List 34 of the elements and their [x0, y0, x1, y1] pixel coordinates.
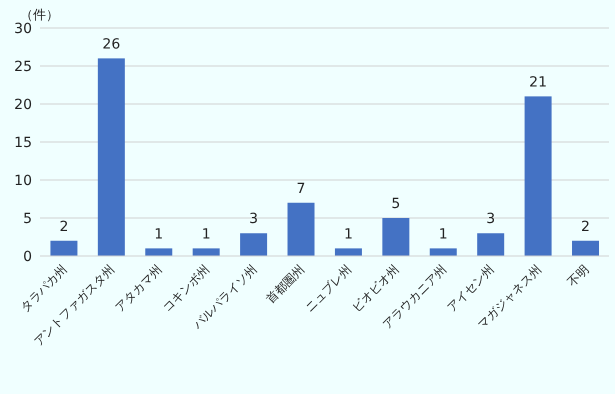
x-tick-label: 不明: [564, 262, 592, 290]
y-tick-label: 0: [23, 248, 32, 265]
bar: [50, 240, 78, 256]
y-tick-label: 10: [14, 172, 32, 189]
y-tick-label: 30: [14, 20, 32, 37]
data-label: 1: [154, 226, 164, 242]
y-tick-label: 15: [14, 134, 32, 151]
data-label: 7: [296, 180, 306, 197]
data-label: 1: [438, 226, 448, 242]
data-label: 1: [344, 226, 353, 242]
y-tick-label: 20: [14, 96, 32, 113]
bar: [192, 248, 220, 256]
bar: [477, 233, 504, 256]
bar: [98, 58, 125, 256]
bar: [382, 218, 410, 256]
bar: [288, 202, 315, 256]
data-label: 2: [581, 218, 590, 235]
data-label: 3: [486, 211, 496, 228]
y-tick-label: 25: [14, 58, 32, 75]
data-label: 21: [529, 74, 548, 90]
bar: [524, 96, 552, 256]
data-label: 1: [202, 226, 211, 242]
y-tick-label: 5: [23, 210, 32, 227]
y-axis-title: （件）: [20, 7, 59, 23]
x-tick-label: 首都圏州: [263, 262, 307, 306]
bar: [334, 248, 362, 256]
data-label: 3: [249, 211, 258, 228]
data-label: 2: [59, 218, 68, 235]
bar: [240, 233, 268, 256]
data-label: 26: [102, 36, 120, 52]
bar: [145, 248, 172, 256]
bar: [430, 248, 457, 256]
bar: [572, 240, 600, 256]
data-label: 5: [391, 196, 400, 212]
